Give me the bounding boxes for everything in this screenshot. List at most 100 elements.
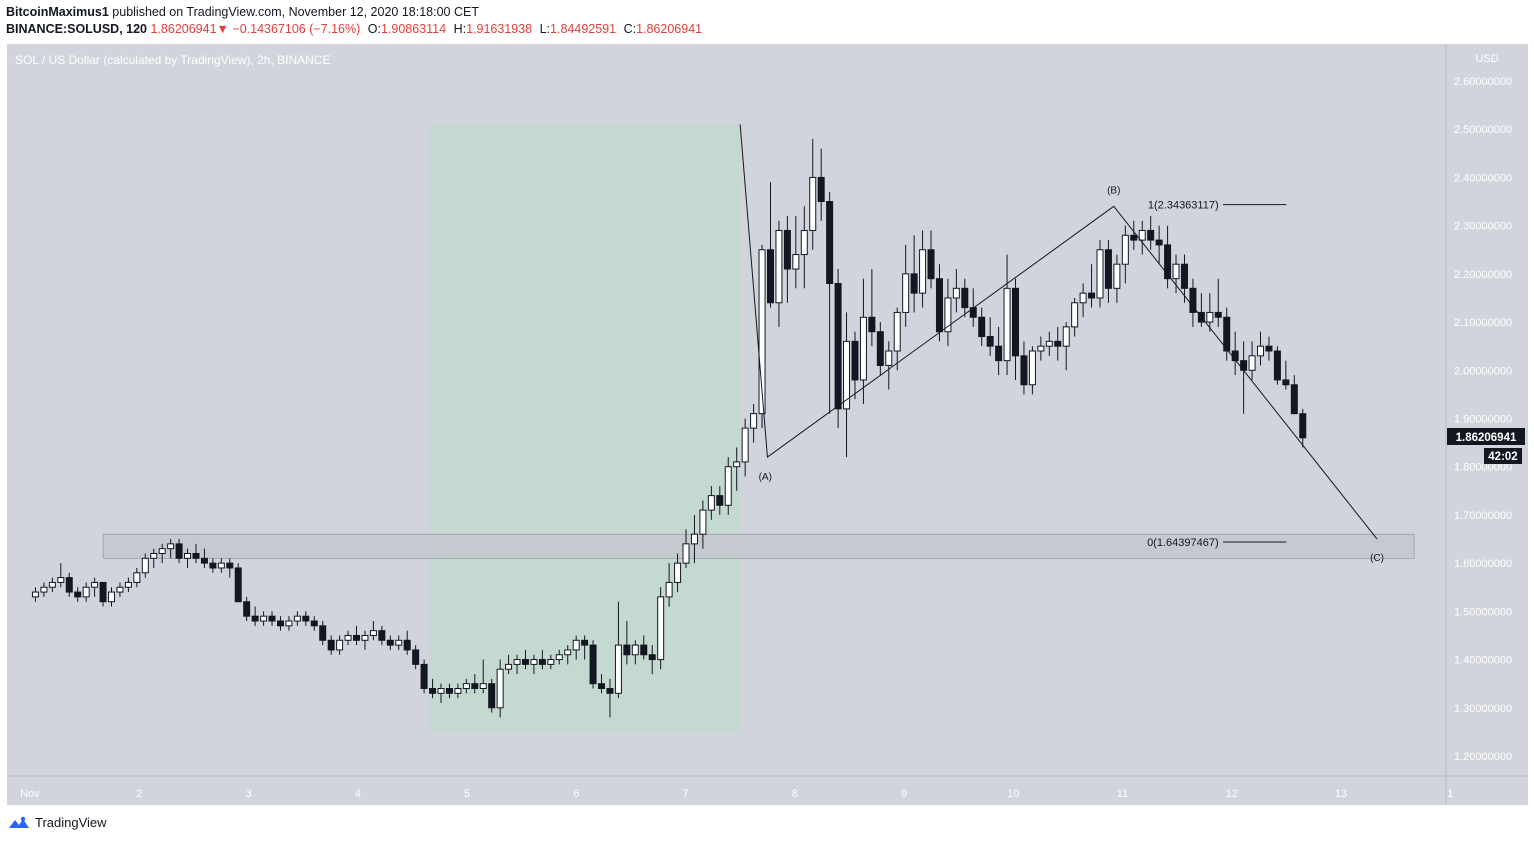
candle-body-up	[285, 620, 293, 627]
candle	[209, 558, 217, 573]
y-tick-label: 2.20000000	[1454, 269, 1512, 281]
candle-body-up	[707, 495, 715, 511]
open-value: 1.90863114	[380, 22, 447, 36]
candle	[192, 543, 200, 564]
candle	[243, 596, 251, 621]
candle-body-down	[251, 615, 259, 622]
candle	[817, 148, 825, 221]
open-label: O:	[367, 22, 381, 36]
author-name[interactable]: BitcoinMaximus1	[6, 5, 109, 19]
low-label: L:	[539, 22, 551, 36]
ohlc-legend: BINANCE:SOLUSD, 120 1.86206941▼ −0.14367…	[6, 22, 702, 36]
candle	[589, 640, 597, 689]
candle-body-down	[412, 649, 420, 665]
candle-body-down	[200, 557, 208, 564]
candle-body-down	[445, 688, 453, 694]
last-price-badge: 1.86206941 42:02	[1447, 428, 1525, 464]
wave-label-c: (C)	[1370, 553, 1384, 564]
y-tick-label: 2.50000000	[1454, 124, 1512, 136]
y-tick-label: 1.70000000	[1454, 510, 1512, 522]
candle-body-down	[1282, 379, 1290, 386]
candle-body-down	[310, 620, 318, 627]
candle-body-down	[986, 336, 994, 347]
tradingview-logo[interactable]: TradingView	[8, 815, 107, 830]
candle	[454, 683, 462, 699]
time-axis[interactable]: Nov 2 3 4 5 6 7 8 9 10 11 12 13 1	[20, 788, 1453, 800]
high-value: 1.91631938	[466, 22, 533, 36]
candle-body-down	[589, 644, 597, 685]
candle-body-up	[395, 639, 403, 646]
candle-body-down	[1012, 287, 1020, 357]
candle	[547, 654, 555, 670]
candle-body-up	[674, 562, 682, 583]
candle-body-down	[648, 654, 656, 661]
candle	[598, 674, 606, 694]
candle-body-down	[817, 176, 825, 203]
candle	[758, 244, 766, 429]
candle-body-down	[1265, 345, 1273, 352]
candle	[919, 230, 927, 308]
candle	[1037, 336, 1045, 361]
candle	[1282, 360, 1290, 390]
x-tick-label: 8	[792, 788, 798, 800]
candle-body-up	[344, 634, 352, 641]
candle-body-down	[1180, 263, 1188, 289]
candle-body-up	[1248, 355, 1256, 371]
candle	[910, 235, 918, 313]
candle-body-up	[505, 663, 513, 670]
candle-body-up	[530, 659, 538, 665]
candle	[429, 678, 437, 699]
candle	[260, 611, 268, 626]
candle-body-down	[1054, 340, 1062, 347]
candle-body-down	[995, 345, 1003, 362]
candle-body-up	[1062, 326, 1070, 347]
candle-body-down	[834, 283, 842, 410]
y-tick-label: 1.50000000	[1454, 606, 1512, 618]
candle-body-up	[750, 413, 758, 429]
candle	[716, 486, 724, 515]
candle-body-up	[952, 287, 960, 299]
candle	[1189, 278, 1197, 327]
candle-body-down	[74, 591, 82, 598]
candle-body-down	[1299, 413, 1307, 439]
candle-body-down	[538, 659, 546, 665]
candle-body-down	[640, 644, 648, 656]
candle	[108, 587, 116, 607]
candle-body-up	[336, 639, 344, 651]
chart-title: SOL / US Dollar (calculated by TradingVi…	[15, 53, 330, 67]
candle-body-down	[276, 620, 284, 627]
candle-body-up	[758, 249, 766, 415]
candle	[741, 418, 749, 477]
candle	[251, 606, 259, 626]
candle	[150, 548, 158, 568]
wave-label-a: (A)	[759, 472, 772, 483]
candle	[935, 264, 943, 342]
candle	[690, 514, 698, 564]
candle	[31, 587, 39, 602]
candle-body-down	[65, 577, 73, 593]
candle	[116, 582, 124, 597]
candle	[750, 404, 758, 443]
candle	[1079, 283, 1087, 318]
candle-body-up	[150, 553, 158, 559]
candle	[876, 322, 884, 376]
candle	[1088, 264, 1096, 308]
candle-body-up	[699, 509, 707, 535]
candle	[902, 244, 910, 327]
candle-body-up	[369, 630, 377, 636]
candle-body-up	[57, 577, 65, 583]
highlight-zone	[429, 124, 741, 732]
candle-body-down	[243, 601, 251, 617]
x-tick-label: 6	[573, 788, 579, 800]
x-tick-label: 9	[901, 788, 907, 800]
candle	[1012, 278, 1020, 380]
price-axis[interactable]: 2.60000000 2.50000000 2.40000000 2.30000000…	[1454, 76, 1512, 763]
y-tick-label: 2.10000000	[1454, 317, 1512, 329]
candle-body-up	[184, 553, 192, 559]
candle	[361, 630, 369, 650]
candle-body-down	[192, 553, 200, 559]
y-tick-label: 1.80000000	[1454, 462, 1512, 474]
candle	[48, 577, 56, 593]
candle	[614, 601, 622, 699]
